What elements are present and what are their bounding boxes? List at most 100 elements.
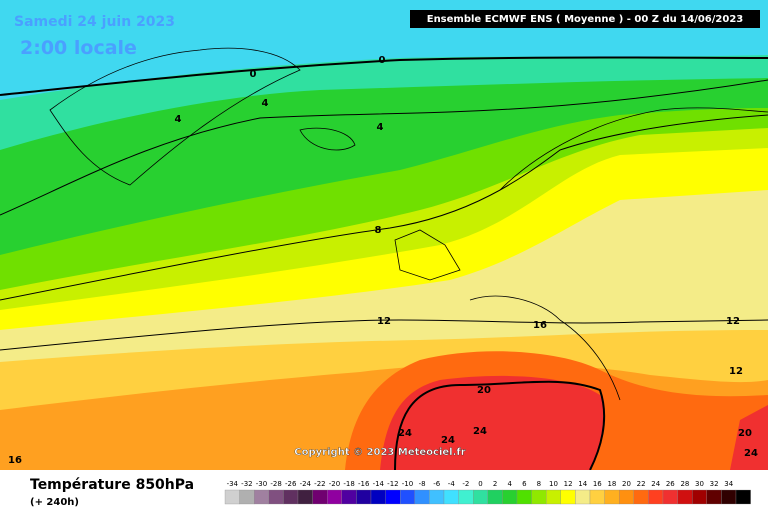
color-swatch bbox=[706, 489, 722, 505]
scale-label: 14 bbox=[578, 480, 587, 488]
header-box bbox=[410, 10, 760, 28]
scale-label: -34 bbox=[227, 480, 239, 488]
color-swatch bbox=[692, 489, 707, 505]
contour-label: 0 bbox=[379, 55, 386, 66]
contour-label: 12 bbox=[377, 316, 391, 327]
scale-label: 2 bbox=[493, 480, 497, 488]
legend-subtitle: (+ 240h) bbox=[30, 497, 79, 508]
color-swatch bbox=[735, 489, 751, 505]
scale-label: 18 bbox=[607, 480, 616, 488]
contour-label: 4 bbox=[175, 114, 182, 125]
scale-label: -20 bbox=[329, 480, 340, 488]
color-swatch bbox=[721, 489, 737, 505]
color-swatch bbox=[662, 489, 678, 505]
temperature-field bbox=[0, 0, 768, 470]
contour-label: 20 bbox=[738, 428, 752, 439]
color-swatch bbox=[312, 489, 328, 505]
color-swatch bbox=[677, 489, 693, 505]
scale-label: 8 bbox=[537, 480, 541, 488]
coastlines bbox=[49, 47, 768, 401]
color-swatch bbox=[254, 489, 269, 505]
scale-label: -32 bbox=[241, 480, 252, 488]
model-run: Ensemble ECMWF ENS ( Moyenne ) - 00 Z du… bbox=[427, 14, 744, 25]
color-swatch bbox=[268, 489, 284, 505]
color-swatch bbox=[370, 489, 386, 505]
scale-label: -22 bbox=[314, 480, 325, 488]
contour-label: 24 bbox=[473, 426, 487, 437]
color-swatch bbox=[356, 489, 372, 505]
color-swatch bbox=[546, 489, 561, 505]
color-swatch bbox=[560, 489, 576, 505]
color-swatch bbox=[589, 489, 605, 505]
forecast-date: Samedi 24 juin 2023 bbox=[14, 14, 175, 30]
color-swatch bbox=[502, 489, 518, 505]
color-swatch bbox=[400, 489, 415, 505]
color-swatch bbox=[648, 489, 664, 505]
scale-label: -2 bbox=[462, 480, 469, 488]
color-swatch bbox=[297, 489, 313, 505]
scale-label: -8 bbox=[419, 480, 426, 488]
color-swatch bbox=[443, 489, 459, 505]
local-time: 2:00 locale bbox=[20, 37, 137, 59]
scale-label: -4 bbox=[448, 480, 456, 488]
contour-label: 24 bbox=[744, 448, 758, 459]
contour-label: 24 bbox=[398, 428, 412, 439]
scale-label: -16 bbox=[358, 480, 370, 488]
scale-label: -26 bbox=[285, 480, 297, 488]
color-swatch bbox=[283, 489, 299, 505]
contour-label: 12 bbox=[729, 366, 743, 377]
scale-label: 10 bbox=[549, 480, 558, 488]
color-swatch bbox=[619, 489, 634, 505]
color-swatch bbox=[473, 489, 488, 505]
contour-label: 8 bbox=[375, 225, 382, 236]
contour-label: 16 bbox=[533, 320, 547, 331]
contour-labels: 0 0 4 4 4 8 12 16 12 12 20 24 24 24 20 24 16 bbox=[8, 55, 758, 466]
contour-label: 4 bbox=[262, 98, 269, 109]
contour-label: 4 bbox=[377, 122, 384, 133]
color-swatch bbox=[575, 489, 591, 505]
contour-label: 24 bbox=[441, 435, 455, 446]
scale-label: -24 bbox=[300, 480, 312, 488]
scale-label: 22 bbox=[637, 480, 646, 488]
scale-label: 28 bbox=[680, 480, 689, 488]
copyright: Copyright © 2023 Meteociel.fr bbox=[294, 447, 465, 458]
scale-label: -30 bbox=[256, 480, 267, 488]
color-swatch bbox=[429, 489, 445, 505]
color-scale: -34 -32 -30 -28 -26 -24 -22 -20 -18 -16 -14 -12 -10-… bbox=[224, 480, 751, 505]
scale-label: 34 bbox=[724, 480, 733, 488]
scale-label: 6 bbox=[522, 480, 527, 488]
scale-label: 0 bbox=[478, 480, 482, 488]
scale-label: 24 bbox=[651, 480, 660, 488]
color-swatch bbox=[414, 489, 430, 505]
scale-label: -28 bbox=[270, 480, 281, 488]
scale-label: -10 bbox=[402, 480, 413, 488]
scale-label: -14 bbox=[373, 480, 385, 488]
scale-label: 20 bbox=[622, 480, 631, 488]
scale-label: 26 bbox=[666, 480, 675, 488]
color-swatch bbox=[516, 489, 532, 505]
scale-label: 4 bbox=[507, 480, 512, 488]
color-swatch bbox=[385, 489, 401, 505]
contour-lines bbox=[0, 56, 768, 471]
scale-label: 12 bbox=[564, 480, 573, 488]
scale-label: 32 bbox=[710, 480, 719, 488]
scale-label: -18 bbox=[343, 480, 354, 488]
contour-label: 12 bbox=[726, 316, 740, 327]
color-swatch bbox=[487, 489, 503, 505]
color-swatch bbox=[224, 489, 240, 505]
color-swatch bbox=[341, 489, 357, 505]
scale-label: -12 bbox=[387, 480, 398, 488]
color-swatch bbox=[239, 489, 255, 505]
contour-label: 16 bbox=[8, 455, 22, 466]
legend-title: Température 850hPa bbox=[30, 477, 194, 493]
contour-label: 20 bbox=[477, 385, 491, 396]
scale-label: 30 bbox=[695, 480, 704, 488]
color-swatch bbox=[458, 489, 474, 505]
contour-label: 0 bbox=[250, 69, 257, 80]
scale-label: -6 bbox=[433, 480, 441, 488]
color-swatch bbox=[531, 489, 547, 505]
scale-label: 16 bbox=[593, 480, 602, 488]
color-swatch bbox=[327, 489, 342, 505]
color-swatch bbox=[604, 489, 620, 505]
